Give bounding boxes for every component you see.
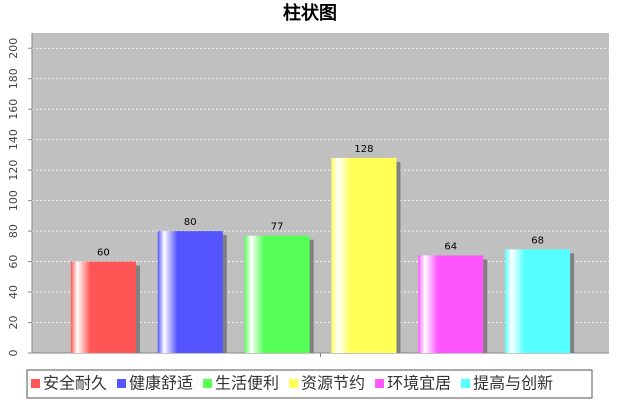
y-tick-label: 0: [7, 350, 20, 357]
legend-label: 提高与创新: [473, 374, 553, 393]
chart-title: 柱状图: [283, 2, 337, 24]
value-label: 77: [271, 222, 284, 233]
bar: [418, 255, 484, 353]
y-tick-label: 100: [7, 190, 20, 211]
legend-swatch: [375, 379, 385, 388]
y-tick-label: 20: [7, 316, 20, 330]
y-tick-label: 40: [7, 285, 20, 299]
value-label: 60: [97, 248, 110, 259]
legend-label: 健康舒适: [129, 374, 193, 393]
legend-label: 安全耐久: [43, 374, 107, 393]
y-tick-label: 80: [7, 224, 20, 238]
legend-label: 资源节约: [301, 374, 365, 393]
y-tick-label: 160: [7, 99, 20, 120]
y-tick-label: 180: [7, 68, 20, 89]
legend-swatch: [461, 379, 471, 388]
y-tick-label: 200: [7, 38, 20, 59]
value-label: 68: [531, 235, 544, 246]
bar: [157, 231, 223, 353]
value-label: 80: [184, 217, 197, 228]
y-tick-label: 120: [7, 160, 20, 181]
bar: [331, 157, 397, 353]
legend-swatch: [289, 379, 299, 388]
y-tick-label: 140: [7, 129, 20, 150]
value-label: 64: [444, 241, 457, 252]
y-tick-label: 60: [7, 255, 20, 269]
legend-swatch: [203, 379, 213, 388]
bar: [244, 235, 310, 353]
bar: [70, 261, 136, 353]
bar: [505, 249, 571, 353]
legend-label: 环境宜居: [387, 374, 451, 393]
legend-swatch: [31, 379, 40, 388]
legend-swatch: [117, 379, 127, 388]
value-label: 128: [354, 144, 373, 155]
legend-label: 生活便利: [215, 374, 279, 393]
